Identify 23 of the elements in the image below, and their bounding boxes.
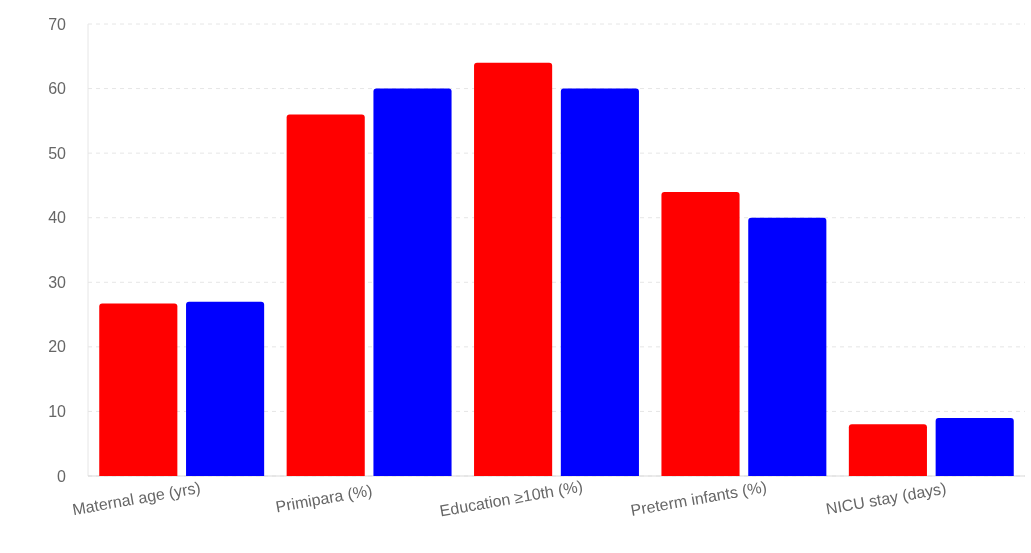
bar bbox=[474, 62, 553, 476]
y-tick-label: 20 bbox=[48, 338, 67, 356]
x-tick-label: Preterm infants (%) bbox=[629, 478, 768, 519]
y-tick-label: 0 bbox=[57, 467, 67, 485]
y-tick-label: 60 bbox=[48, 80, 67, 98]
bar bbox=[560, 88, 639, 476]
bar bbox=[748, 217, 827, 476]
bar bbox=[848, 424, 927, 476]
bar bbox=[935, 417, 1014, 476]
y-tick-label: 10 bbox=[48, 403, 67, 421]
y-tick-label: 30 bbox=[48, 273, 67, 291]
bar bbox=[286, 114, 365, 476]
x-tick-label: Education ≥10th (%) bbox=[438, 477, 585, 520]
x-tick-label: Primipara (%) bbox=[274, 481, 374, 516]
bar bbox=[186, 301, 265, 476]
bar bbox=[661, 191, 740, 476]
bar bbox=[99, 303, 178, 476]
y-tick-label: 40 bbox=[48, 209, 67, 227]
bar bbox=[373, 88, 452, 476]
x-tick-label: NICU stay (days) bbox=[824, 479, 948, 518]
y-tick-label: 70 bbox=[48, 15, 67, 33]
x-tick-label: Maternal age (yrs) bbox=[71, 478, 202, 519]
y-tick-label: 50 bbox=[48, 144, 67, 162]
